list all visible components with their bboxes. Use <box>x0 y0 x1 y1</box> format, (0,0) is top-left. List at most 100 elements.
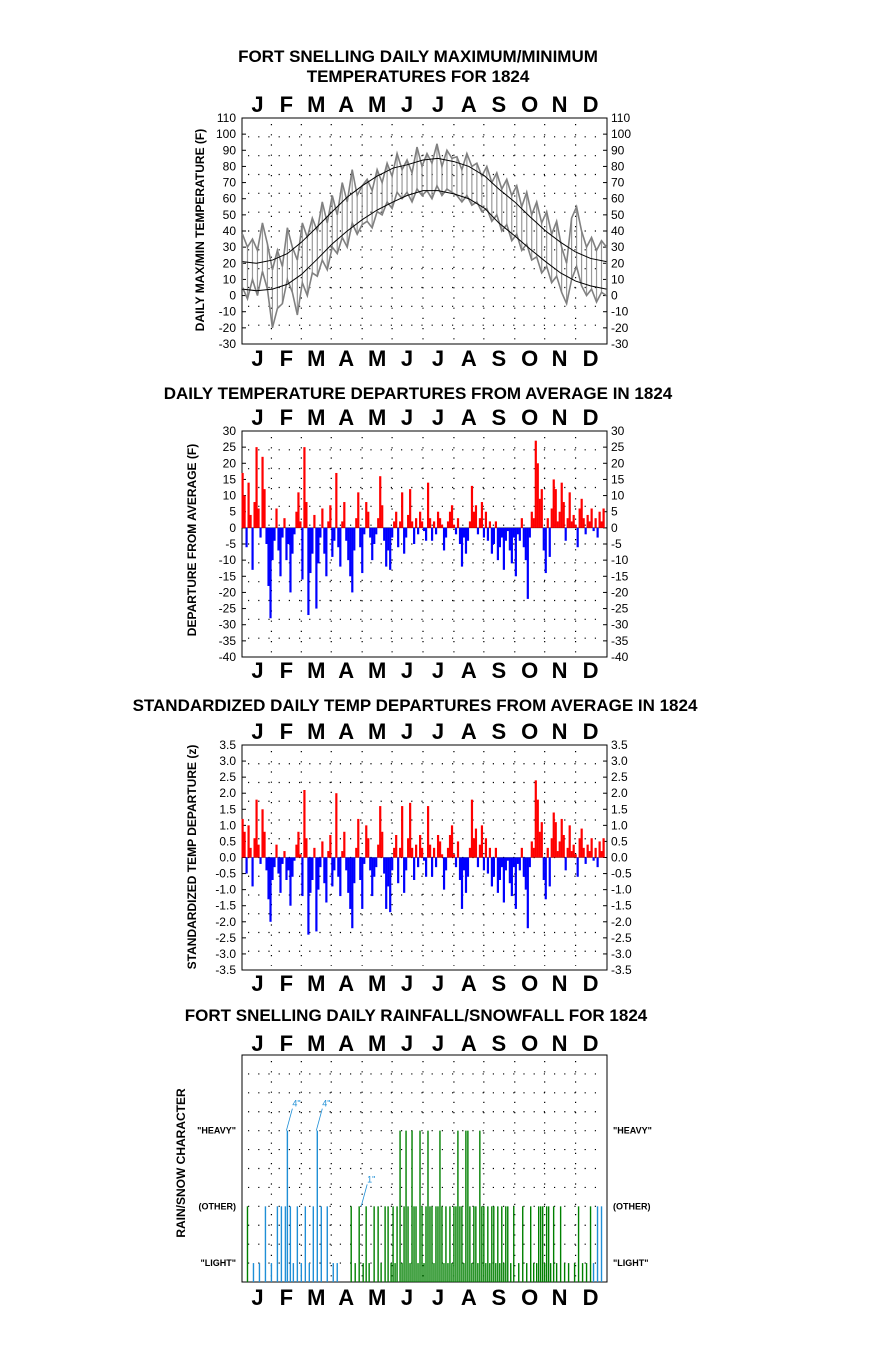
departure-bar <box>512 857 515 868</box>
departure-bar <box>514 857 517 909</box>
y-tick-label-left: 0.5 <box>219 834 236 848</box>
departure-bar <box>456 518 460 528</box>
departure-bar <box>490 527 494 554</box>
y-tick-label-left: -10 <box>219 305 237 319</box>
month-label-bottom: S <box>491 1285 506 1310</box>
departure-bar <box>357 818 360 858</box>
y-tick-label-left: 20 <box>223 256 237 270</box>
departure-bar <box>492 527 496 544</box>
departure-bar <box>598 841 601 858</box>
departure-bar <box>361 527 364 574</box>
departure-bar <box>432 847 436 858</box>
departure-bar <box>401 806 404 858</box>
chart-standardized-departures: STANDARDIZED DAILY TEMP DEPARTURES FROM … <box>133 696 698 996</box>
departure-bar <box>275 508 278 528</box>
departure-bar <box>359 527 362 548</box>
departure-bar <box>548 857 551 887</box>
data-marks <box>246 1130 603 1282</box>
category-labels-left: "HEAVY" (OTHER) "LIGHT" <box>197 1126 236 1268</box>
departure-bar <box>476 857 480 868</box>
departure-bar <box>540 489 543 528</box>
departure-bar <box>241 818 244 858</box>
departure-bar <box>578 838 581 858</box>
departure-bar <box>500 857 503 868</box>
month-label-bottom: O <box>521 1285 538 1310</box>
departure-bar <box>518 527 521 541</box>
departure-bar <box>538 831 541 858</box>
departure-bar <box>576 527 579 548</box>
departure-bar <box>339 857 342 897</box>
y-tick-label-left: 80 <box>223 159 237 173</box>
departure-bar <box>401 492 404 528</box>
month-label-bottom: M <box>307 971 325 996</box>
departure-bar <box>367 511 370 528</box>
y-axis-label: DAILY MAX/MIN TEMPERATURE (F) <box>193 129 207 331</box>
departure-bar <box>436 511 440 528</box>
y-tick-label-right: -40 <box>611 650 629 664</box>
departure-bar <box>432 521 436 528</box>
departure-bar <box>341 521 344 528</box>
departure-bar <box>592 857 595 861</box>
departure-bar <box>572 514 575 528</box>
departure-bar <box>337 857 340 877</box>
y-tick-label-left: 50 <box>223 208 237 222</box>
month-label-bottom: J <box>401 971 413 996</box>
departure-bar <box>424 857 428 877</box>
departure-bar <box>351 857 354 929</box>
month-label-top: O <box>521 405 538 430</box>
departure-bar <box>438 841 442 858</box>
departure-bar <box>363 527 366 535</box>
departure-bar <box>317 857 320 890</box>
month-label-bottom: D <box>583 1285 599 1310</box>
departure-bar <box>407 514 410 528</box>
y-tick-label-right: 10 <box>611 272 625 286</box>
departure-bar <box>315 527 318 609</box>
departure-bar <box>313 514 316 528</box>
departure-bar <box>349 857 352 909</box>
month-label-top: M <box>368 405 386 430</box>
departure-bar <box>281 857 284 864</box>
departure-bar <box>474 505 478 528</box>
month-label-bottom: M <box>368 658 386 683</box>
month-label-top: A <box>338 92 354 117</box>
month-label-bottom: F <box>280 346 293 371</box>
departure-bar <box>261 456 264 528</box>
departure-bar <box>564 857 567 871</box>
departure-bar <box>351 527 354 593</box>
y-tick-label-right: -3.0 <box>611 947 632 961</box>
departure-bar <box>594 847 597 858</box>
departure-bar <box>317 527 320 564</box>
departure-bar <box>590 838 593 858</box>
y-axis-label: STANDARDIZED TEMP DEPARTURE (z) <box>185 745 199 970</box>
departure-bar <box>369 527 372 538</box>
departure-bar <box>353 527 356 551</box>
departure-bar <box>534 440 537 528</box>
departure-bar <box>580 498 583 528</box>
month-label-bottom: O <box>521 346 538 371</box>
month-label-top: N <box>552 1031 568 1056</box>
departure-bar <box>323 857 326 884</box>
departure-bar <box>454 857 458 868</box>
annotation-leader <box>285 1108 293 1131</box>
chart-title-line-2: TEMPERATURES FOR 1824 <box>307 67 530 86</box>
departure-bar <box>482 857 486 871</box>
departure-bar <box>407 838 410 858</box>
departure-bar <box>419 511 422 528</box>
departure-bar <box>421 847 424 858</box>
month-label-top: O <box>521 719 538 744</box>
y-tick-label-left: 90 <box>223 143 237 157</box>
month-label-top: J <box>401 405 413 430</box>
y-tick-label-right: 40 <box>611 224 625 238</box>
departure-bar <box>424 527 428 541</box>
departure-bar <box>510 527 513 564</box>
month-label-bottom: N <box>552 346 568 371</box>
y-tick-label-right: -2.0 <box>611 915 632 929</box>
departure-bar <box>293 857 296 861</box>
y-tick-label-right: 3.0 <box>611 754 628 768</box>
departure-bar <box>530 511 533 528</box>
y-tick-label-left: 60 <box>223 192 237 206</box>
departure-bar <box>484 511 488 528</box>
y-tick-label-right: 20 <box>611 456 625 470</box>
